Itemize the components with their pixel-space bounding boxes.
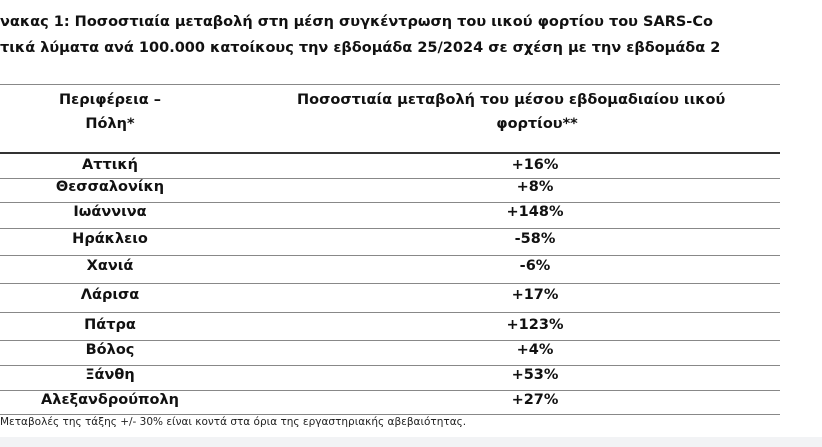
header-line: Πόλη* xyxy=(85,116,135,132)
row-rule xyxy=(0,312,780,313)
region-cell: Ιωάννινα xyxy=(73,204,147,220)
region-cell: Λάρισα xyxy=(80,287,140,303)
footnote: Μεταβολές της τάξης +/- 30% είναι κοντά … xyxy=(0,416,467,428)
header-line: Ποσοστιαία μεταβολή του μέσου εβδομαδιαί… xyxy=(297,92,726,108)
region-cell: Αττική xyxy=(81,157,139,173)
change-cell: +27% xyxy=(511,392,559,408)
table-rule xyxy=(0,152,780,154)
row-rule xyxy=(0,255,780,256)
title-line: νακας 1: Ποσοστιαία μεταβολή στη μέση συ… xyxy=(0,14,713,30)
table-rule xyxy=(0,414,780,415)
region-cell: Ηράκλειο xyxy=(72,231,148,247)
region-cell: Θεσσαλονίκη xyxy=(55,179,165,195)
row-rule xyxy=(0,202,780,203)
change-cell: +8% xyxy=(516,179,554,195)
header-line: Περιφέρεια – xyxy=(58,92,162,108)
row-rule xyxy=(0,340,780,341)
region-cell: Χανιά xyxy=(86,258,134,274)
bottom-band xyxy=(0,437,822,447)
change-cell: +16% xyxy=(511,157,559,173)
change-cell: +17% xyxy=(511,287,559,303)
row-rule xyxy=(0,228,780,229)
region-cell: Αλεξανδρούπολη xyxy=(41,392,179,408)
change-cell: +53% xyxy=(511,367,559,383)
change-cell: +148% xyxy=(506,204,564,220)
region-cell: Ξάνθη xyxy=(85,367,135,383)
header-line: φορτίου** xyxy=(496,116,578,132)
change-cell: -58% xyxy=(514,231,556,247)
region-cell: Βόλος xyxy=(85,342,135,358)
row-rule xyxy=(0,390,780,391)
title-line: τικά λύματα ανά 100.000 κατοίκους την εβ… xyxy=(0,40,721,56)
region-cell: Πάτρα xyxy=(84,317,136,333)
header-change: Ποσοστιαία μεταβολή του μέσου εβδομαδιαί… xyxy=(297,88,777,136)
header-region: Περιφέρεια – Πόλη* xyxy=(59,88,161,136)
row-rule xyxy=(0,365,780,366)
change-cell: +123% xyxy=(506,317,564,333)
row-rule xyxy=(0,283,780,284)
row-rule xyxy=(0,178,780,179)
change-cell: +4% xyxy=(516,342,554,358)
table-rule xyxy=(0,84,780,85)
change-cell: -6% xyxy=(519,258,551,274)
